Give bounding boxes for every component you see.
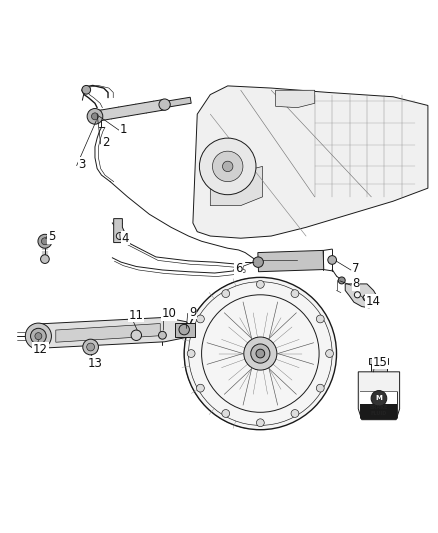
Text: 7: 7: [352, 262, 360, 275]
Text: 9: 9: [189, 306, 197, 319]
Circle shape: [82, 85, 91, 94]
Circle shape: [25, 323, 51, 349]
Circle shape: [31, 328, 46, 344]
Circle shape: [222, 409, 230, 417]
Circle shape: [212, 151, 243, 182]
Text: 1: 1: [120, 123, 127, 136]
Polygon shape: [56, 324, 160, 342]
Circle shape: [197, 315, 205, 323]
Text: 13: 13: [88, 357, 102, 369]
Circle shape: [325, 350, 333, 358]
Text: 11: 11: [129, 309, 144, 322]
Circle shape: [87, 109, 103, 124]
Circle shape: [35, 333, 42, 340]
Circle shape: [184, 277, 336, 430]
Circle shape: [223, 161, 233, 172]
Text: 2: 2: [102, 136, 110, 149]
Circle shape: [371, 391, 387, 406]
Circle shape: [363, 295, 369, 301]
Polygon shape: [210, 166, 262, 206]
Circle shape: [291, 409, 299, 417]
Polygon shape: [164, 97, 191, 108]
Circle shape: [256, 349, 265, 358]
Text: 6: 6: [235, 262, 242, 275]
Polygon shape: [345, 284, 378, 308]
Bar: [371, 364, 387, 372]
Circle shape: [87, 343, 95, 351]
Circle shape: [253, 257, 263, 268]
Circle shape: [199, 138, 256, 195]
Text: 10: 10: [162, 307, 177, 320]
Circle shape: [256, 280, 264, 288]
Polygon shape: [358, 372, 399, 419]
Circle shape: [291, 290, 299, 297]
Circle shape: [179, 325, 189, 335]
Bar: [369, 358, 389, 364]
Circle shape: [42, 238, 48, 245]
Polygon shape: [360, 391, 398, 419]
Circle shape: [316, 384, 324, 392]
Circle shape: [159, 99, 170, 110]
Circle shape: [251, 344, 270, 363]
Polygon shape: [258, 251, 324, 272]
Text: 12: 12: [33, 343, 48, 356]
Polygon shape: [114, 219, 125, 243]
Circle shape: [338, 277, 345, 284]
Circle shape: [116, 232, 123, 239]
Circle shape: [187, 350, 195, 358]
Text: 3: 3: [78, 158, 85, 171]
Text: 8: 8: [353, 277, 360, 290]
Circle shape: [244, 337, 277, 370]
Circle shape: [159, 332, 166, 339]
Circle shape: [197, 384, 205, 392]
Circle shape: [131, 330, 141, 341]
Circle shape: [354, 292, 360, 298]
Polygon shape: [193, 86, 428, 238]
Circle shape: [316, 315, 324, 323]
Circle shape: [92, 113, 99, 120]
Circle shape: [328, 256, 336, 264]
Circle shape: [256, 419, 264, 426]
Polygon shape: [39, 318, 193, 349]
Bar: [360, 392, 397, 405]
Text: 15: 15: [373, 356, 388, 369]
Circle shape: [83, 339, 99, 355]
Text: M: M: [375, 395, 382, 401]
Circle shape: [222, 290, 230, 297]
Text: 5: 5: [48, 230, 55, 244]
Circle shape: [38, 235, 52, 248]
Circle shape: [41, 255, 49, 263]
Polygon shape: [94, 100, 166, 122]
Text: BRAKE
FLUID: BRAKE FLUID: [370, 405, 388, 416]
Polygon shape: [276, 90, 315, 108]
Text: 4: 4: [122, 232, 129, 245]
Polygon shape: [176, 322, 195, 336]
Text: 14: 14: [366, 295, 381, 308]
